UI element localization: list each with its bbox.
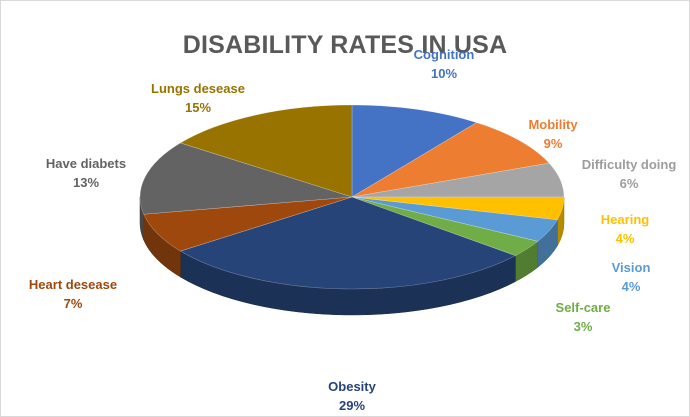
pie-slice-heart-desease (143, 196, 353, 252)
pie-slice-hearing (351, 196, 565, 221)
data-label-name-cognition: Cognition (414, 47, 475, 62)
pie-slice-self-care (351, 196, 539, 256)
data-label-name-mobility: Mobility (528, 117, 578, 132)
data-label-value-vision: 4% (622, 279, 641, 294)
data-label-name-hearing: Hearing (601, 212, 649, 227)
data-label-name-self-care: Self-care (556, 300, 611, 315)
pie-slice-obesity (179, 196, 517, 290)
data-label-value-hearing: 4% (616, 231, 635, 246)
data-label-name-heart-desease: Heart desease (29, 277, 117, 292)
data-label-value-self-care: 3% (574, 319, 593, 334)
data-label-name-difficulty-doing: Difficulty doing (582, 157, 677, 172)
pie-slice-lungs-desease (179, 104, 353, 198)
chart-title: DISABILITY RATES IN USA (182, 31, 508, 59)
data-label-value-lungs-desease: 15% (185, 100, 211, 115)
data-label-name-vision: Vision (612, 260, 651, 275)
data-label-name-have-diabets: Have diabets (46, 156, 126, 171)
pie-slice-mobility (351, 122, 550, 198)
pie-slice-have-diabets (139, 142, 353, 215)
data-label-name-obesity: Obesity (328, 379, 376, 394)
data-label-value-heart-desease: 7% (64, 296, 83, 311)
data-label-value-have-diabets: 13% (73, 175, 99, 190)
pie-slice-vision (351, 196, 558, 242)
data-label-value-obesity: 29% (339, 398, 365, 413)
pie-slice-cognition (351, 104, 478, 198)
data-label-name-lungs-desease: Lungs desease (151, 81, 245, 96)
data-label-value-difficulty-doing: 6% (620, 176, 639, 191)
data-label-value-mobility: 9% (544, 136, 563, 151)
pie-slice-difficulty-doing (351, 162, 565, 198)
data-label-value-cognition: 10% (431, 66, 457, 81)
